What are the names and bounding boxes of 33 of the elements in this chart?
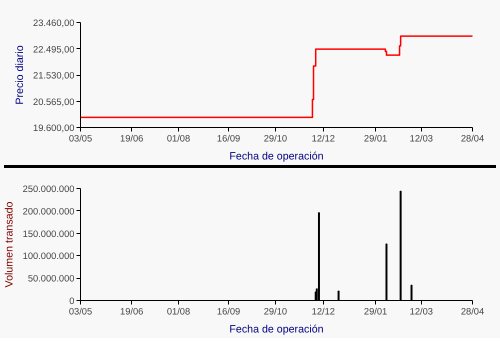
x-tick-label: 29/01	[364, 306, 388, 316]
x-tick-label: 28/04	[460, 134, 484, 144]
x-axis-title: Fecha de operación	[229, 150, 324, 162]
y-tick-label: 200.000.000	[22, 206, 74, 216]
y-tick-label: 21.530,00	[33, 70, 74, 80]
y-tick-label: 19.600,00	[33, 123, 74, 133]
x-axis-title: Fecha de operación	[229, 324, 324, 336]
x-tick-label: 16/09	[216, 306, 240, 316]
x-tick-label: 16/09	[216, 134, 240, 144]
x-tick-label: 28/04	[460, 306, 484, 316]
y-tick-label: 22.495,00	[33, 44, 74, 54]
y-tick-label: 250.000.000	[22, 184, 74, 194]
y-axis-title: Volumen transado	[4, 201, 16, 288]
x-tick-label: 29/10	[264, 134, 288, 144]
x-tick-label: 29/01	[364, 134, 388, 144]
y-tick-label: 50.000.000	[28, 274, 74, 284]
y-axis-title: Precio diario	[14, 45, 26, 105]
x-tick-label: 12/12	[312, 134, 335, 144]
x-tick-label: 01/08	[166, 306, 190, 316]
x-tick-label: 03/05	[68, 306, 92, 316]
x-tick-label: 19/06	[120, 306, 144, 316]
x-tick-label: 01/08	[166, 134, 190, 144]
x-tick-label: 12/03	[410, 306, 433, 316]
y-tick-label: 100.000.000	[22, 251, 74, 262]
x-tick-label: 12/03	[410, 134, 433, 144]
y-tick-label: 20.565,00	[33, 96, 74, 107]
y-tick-label: 0	[69, 296, 75, 306]
x-tick-label: 03/05	[68, 134, 92, 144]
y-tick-label: 23.460,00	[33, 18, 74, 28]
x-tick-label: 12/12	[312, 306, 335, 316]
y-tick-label: 150.000.000	[22, 228, 74, 239]
x-tick-label: 19/06	[120, 134, 144, 144]
x-tick-label: 29/10	[264, 306, 288, 316]
